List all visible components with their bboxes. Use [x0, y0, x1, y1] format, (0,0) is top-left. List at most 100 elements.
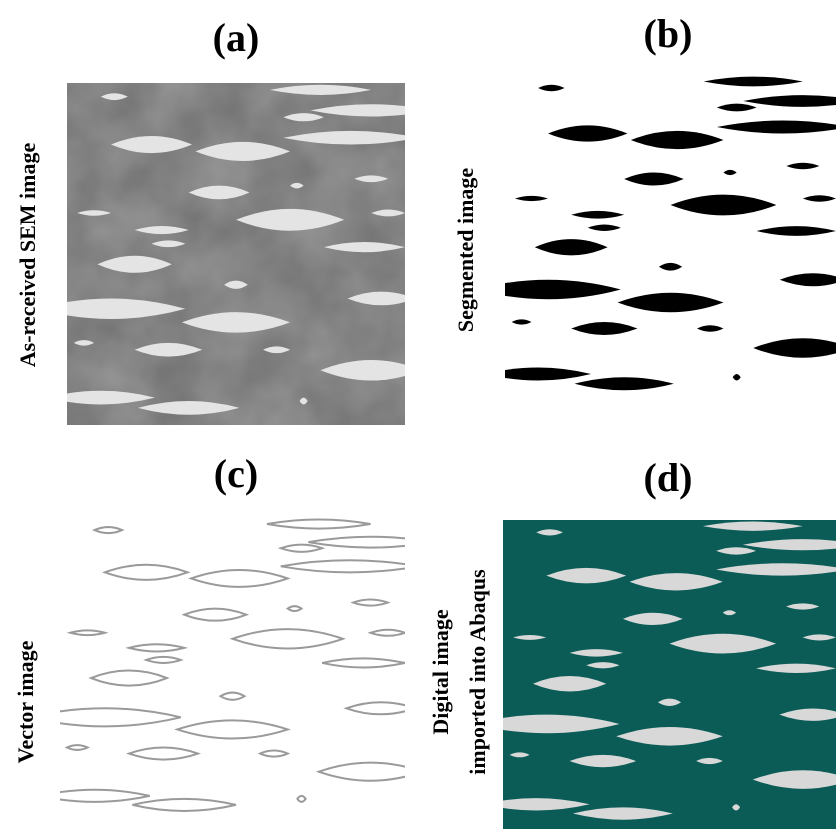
- particle: [88, 669, 170, 687]
- particle: [572, 807, 673, 820]
- particle: [617, 292, 724, 313]
- particle: [60, 707, 181, 728]
- particle: [509, 752, 530, 758]
- particle: [511, 319, 532, 325]
- particle: [574, 377, 674, 391]
- particle: [722, 610, 737, 616]
- particle: [343, 701, 405, 716]
- particle: [532, 676, 607, 692]
- particle: [92, 526, 125, 535]
- particle: [587, 224, 621, 231]
- particle: [756, 663, 836, 673]
- particle: [296, 794, 307, 803]
- particle: [181, 607, 250, 622]
- particle: [101, 563, 191, 581]
- particle: [132, 797, 237, 812]
- particle: [534, 239, 608, 256]
- particle: [354, 175, 389, 183]
- sem-image: [67, 84, 405, 415]
- particle: [658, 262, 683, 271]
- particle: [257, 749, 291, 758]
- particle: [290, 182, 304, 189]
- particle: [277, 543, 326, 553]
- particle: [629, 573, 723, 591]
- particle: [802, 634, 836, 641]
- particle: [669, 633, 777, 654]
- particle: [624, 172, 684, 186]
- particle: [236, 208, 345, 231]
- particle: [224, 280, 248, 289]
- particle: [779, 708, 836, 721]
- particle: [569, 754, 637, 768]
- particle: [73, 340, 95, 346]
- panel-label: Digital image: [428, 609, 453, 734]
- particle: [742, 539, 836, 551]
- particle: [280, 559, 405, 574]
- particle: [269, 84, 372, 95]
- particle: [283, 130, 405, 145]
- particle: [786, 603, 820, 610]
- particle: [263, 346, 291, 354]
- particle: [622, 612, 683, 626]
- particle: [323, 242, 405, 253]
- particle: [188, 185, 250, 200]
- particle: [110, 136, 193, 154]
- particle: [321, 657, 405, 669]
- panel-label: Vector image: [13, 640, 38, 763]
- particle: [569, 649, 623, 657]
- particle: [505, 367, 592, 381]
- particle: [67, 298, 186, 319]
- particle: [134, 342, 203, 357]
- particle: [218, 691, 247, 701]
- particle: [548, 125, 628, 142]
- particle: [670, 194, 777, 216]
- particle: [97, 255, 172, 273]
- particle: [299, 397, 308, 405]
- particle: [702, 521, 803, 531]
- particle: [538, 84, 565, 92]
- particle: [756, 226, 836, 236]
- particle: [505, 279, 621, 300]
- particle: [716, 563, 836, 576]
- panel-title: (d): [644, 455, 693, 500]
- particle: [503, 798, 590, 811]
- particle: [753, 338, 836, 358]
- particle: [514, 195, 549, 202]
- particle: [266, 518, 371, 530]
- particle: [367, 628, 405, 637]
- particle: [100, 93, 128, 101]
- particle: [67, 390, 155, 405]
- panel-label: Segmented image: [453, 168, 478, 333]
- particle: [630, 130, 724, 150]
- particle: [310, 104, 405, 117]
- particle: [64, 744, 90, 751]
- segmented-image: [505, 76, 836, 391]
- panel-title: (a): [213, 15, 260, 60]
- particle: [60, 788, 150, 803]
- particle: [571, 210, 625, 219]
- particle: [350, 598, 391, 607]
- particle: [696, 325, 724, 332]
- particle: [512, 634, 547, 640]
- particle: [77, 210, 111, 216]
- particle: [66, 629, 109, 637]
- particle: [137, 401, 240, 415]
- particle: [195, 141, 291, 161]
- particle: [125, 746, 202, 761]
- panel-title: (c): [214, 451, 258, 496]
- particle: [503, 714, 620, 734]
- particle: [657, 698, 682, 707]
- particle: [320, 360, 405, 381]
- particle: [536, 529, 563, 536]
- particle: [125, 643, 189, 653]
- particle: [716, 120, 836, 134]
- particle: [732, 374, 741, 381]
- particle: [779, 273, 836, 287]
- particle: [181, 312, 291, 333]
- particle: [616, 727, 723, 746]
- panel-label: As-received SEM image: [15, 143, 40, 368]
- vector-image: [60, 518, 405, 812]
- particle: [347, 291, 405, 306]
- particle: [586, 662, 620, 669]
